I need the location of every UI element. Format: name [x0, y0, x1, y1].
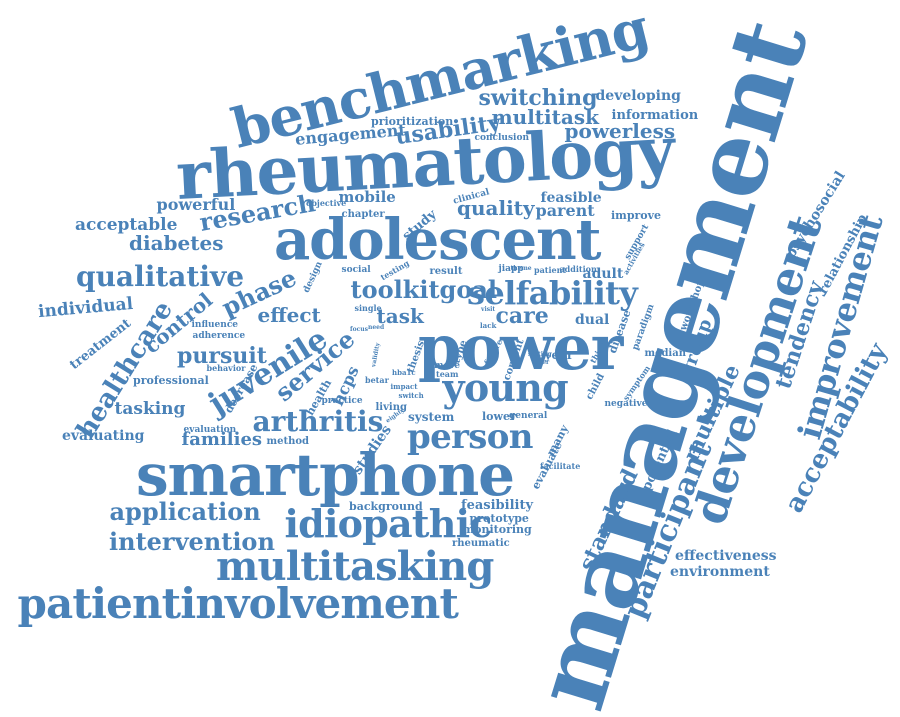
word-conclusion: conclusion	[474, 132, 530, 143]
word-practice: practice	[321, 395, 363, 406]
word-quality: quality	[457, 196, 535, 220]
word-patient: patient	[534, 265, 567, 275]
word-power: power	[418, 311, 623, 384]
word-team: team	[436, 369, 459, 379]
word-jiapp: jiapp	[498, 263, 524, 274]
word-selfability: selfability	[467, 274, 638, 312]
word-diabetes: diabetes	[129, 231, 224, 255]
word-parent: parent	[535, 201, 595, 220]
word-idiopathic: idiopathic	[284, 501, 493, 546]
word-smartphone: smartphone	[136, 441, 515, 509]
word-feasible: feasible	[540, 190, 602, 206]
word-rheumatic: rheumatic	[452, 538, 510, 549]
word-general: general	[509, 410, 548, 421]
word-mobile: mobile	[338, 187, 396, 206]
word-powerless: powerless	[564, 119, 676, 143]
word-adult: adult	[582, 266, 624, 282]
word-negative: negative	[604, 398, 648, 409]
word-improve: improve	[611, 208, 662, 222]
word-median: median	[644, 348, 686, 359]
word-living: living	[375, 402, 407, 413]
word-social: social	[341, 264, 371, 275]
word-acceptable: acceptable	[75, 214, 178, 235]
word-professional: professional	[133, 373, 209, 387]
word-betar: betar	[365, 375, 389, 385]
word-focus: focus	[350, 326, 368, 333]
word-chapter: chapter	[341, 209, 385, 220]
word-year: year	[544, 348, 574, 362]
word-setting: setting	[528, 351, 552, 358]
word-theme: theme	[510, 265, 532, 272]
word-monitoring: monitoring	[462, 522, 532, 536]
word-qualitative: qualitative	[76, 260, 245, 293]
word-validity: validity	[369, 342, 381, 368]
word-method: method	[266, 436, 310, 447]
word-impact: impact	[390, 381, 418, 391]
word-user: user	[534, 359, 550, 366]
word-evaluation: evaluation	[183, 424, 237, 435]
word-evaluating: evaluating	[62, 428, 145, 444]
word-developing: developing	[595, 88, 681, 104]
word-adherence: adherence	[192, 330, 246, 341]
word-young: young	[442, 365, 569, 410]
word-lack: lack	[480, 320, 497, 330]
word-task: task	[376, 304, 424, 328]
word-person: person	[407, 417, 533, 457]
word-result: result	[429, 266, 463, 277]
word-effect: effect	[257, 303, 321, 327]
word-information: information	[611, 107, 699, 123]
word-adolescent: adolescent	[274, 207, 601, 273]
word-care: care	[495, 303, 549, 329]
word-switching: switching	[478, 85, 598, 111]
word-single: single	[354, 303, 382, 313]
word-more: more	[434, 360, 460, 371]
word-prototype: prototype	[469, 511, 529, 525]
word-objective: objective	[306, 198, 347, 208]
word-feasibility: feasibility	[461, 497, 534, 513]
word-addition: addition	[559, 264, 597, 274]
word-application: application	[109, 497, 261, 526]
word-patientinvolvement: patientinvolvement	[17, 579, 459, 628]
word-toolkitgoal: toolkitgoal	[350, 275, 498, 304]
word-facilitate: facilitate	[540, 461, 581, 471]
word-behavior: behavior	[206, 363, 246, 373]
word-effectiveness: effectiveness	[675, 548, 777, 564]
word-switch: switch	[398, 390, 424, 400]
word-background: background	[349, 499, 423, 513]
word-tasking: tasking	[114, 398, 186, 419]
word-powerful: powerful	[156, 195, 236, 214]
word-need: need	[368, 324, 385, 331]
word-lower: lower	[482, 409, 516, 423]
word-families: families	[181, 429, 263, 450]
word-environment: environment	[670, 564, 770, 580]
word-system: system	[408, 410, 455, 424]
word-influence: influence	[191, 319, 239, 330]
word-individual: individual	[36, 293, 134, 322]
word-multitask: multitask	[491, 105, 599, 129]
word-visit: visit	[481, 306, 496, 313]
word-hba1c: hba1c	[392, 367, 416, 377]
word-dual: dual	[575, 312, 610, 328]
word-pursuit: pursuit	[177, 343, 267, 369]
word-prioritization: prioritization	[371, 114, 454, 128]
word-multitasking: multitasking	[216, 543, 494, 590]
word-arthritis: arthritis	[252, 405, 384, 438]
word-intervention: intervention	[109, 527, 275, 556]
